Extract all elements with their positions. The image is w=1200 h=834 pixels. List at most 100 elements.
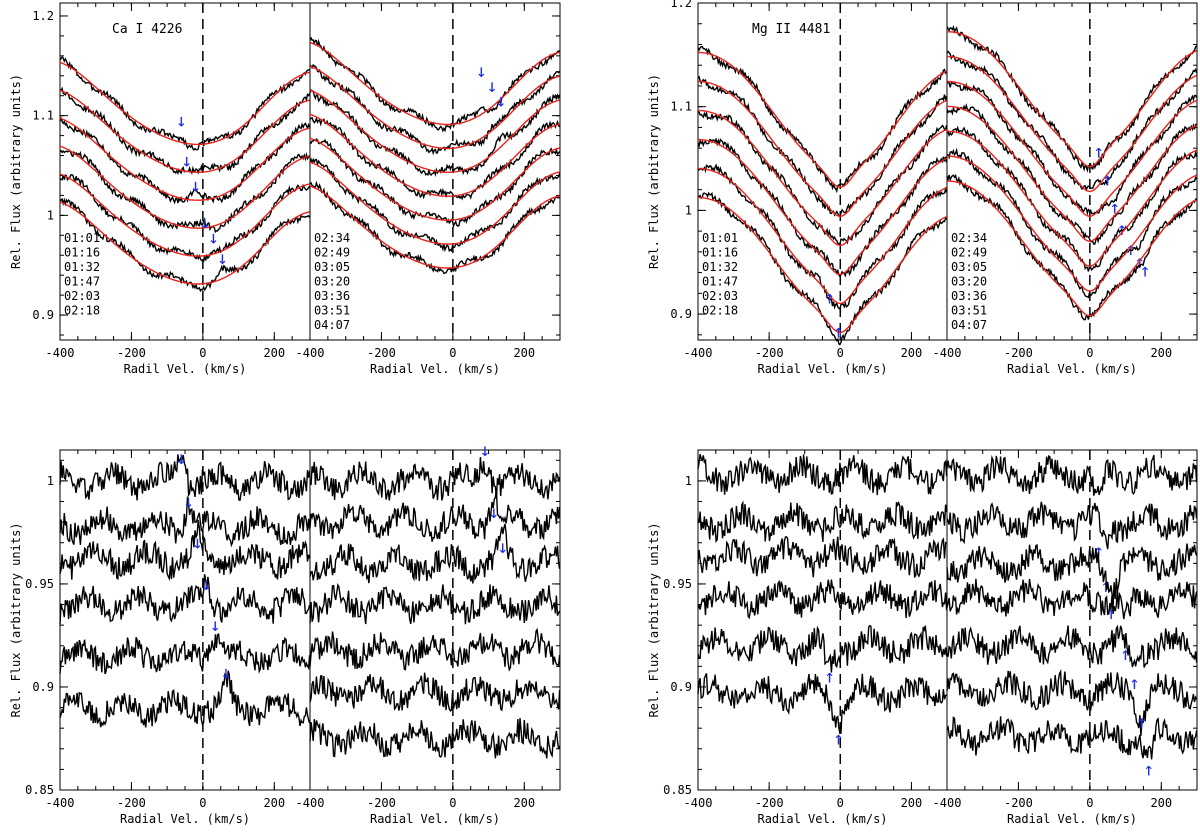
line-marker-arrow: ↓	[496, 91, 507, 112]
line-marker-arrow: ↑	[833, 728, 844, 749]
x-tick-label: 200	[901, 796, 923, 810]
line-marker-arrow: ↑	[1136, 712, 1147, 733]
y-tick-label: 1.1	[32, 109, 54, 123]
line-marker-arrow: ↓	[476, 61, 487, 82]
line-marker-arrow: ↑	[1134, 252, 1145, 273]
model-spectrum-0101	[698, 51, 947, 188]
observed-spectrum-0249	[309, 63, 561, 156]
x-axis-label: Radial Vel. (km/s)	[120, 812, 250, 826]
panel-1: -400 -200 0 200 Radial Vel. (km/s) ↓ ↓ ↓ ↓ ↓ ↓	[46, 448, 311, 826]
observed-spectrum-0249	[946, 501, 1198, 550]
chart-title: Mg II 4481	[752, 22, 830, 37]
y-tick-label: 0.85	[663, 783, 692, 797]
line-marker-arrow: ↓	[217, 248, 228, 269]
y-tick-label: 0.85	[25, 783, 54, 797]
x-tick-label: 0	[1086, 346, 1093, 360]
observed-spectrum-0407	[946, 716, 1198, 760]
x-tick-label: -400	[684, 346, 713, 360]
observed-spectrum-0203	[59, 633, 311, 675]
x-tick-label: -200	[1004, 346, 1033, 360]
line-marker-arrow: ↓	[201, 574, 212, 595]
x-tick-label: 200	[901, 346, 923, 360]
observed-spectrum-0320	[309, 582, 561, 625]
time-label: 01:32	[64, 260, 100, 274]
time-label: 01:47	[64, 275, 100, 289]
observed-spectrum-0351	[946, 668, 1198, 736]
x-axis-label: Radial Vel. (km/s)	[370, 362, 500, 376]
line-marker-arrow: ↑	[824, 667, 835, 688]
line-marker-arrow: ↑	[1109, 197, 1120, 218]
observed-spectrum-0336	[946, 125, 1198, 272]
line-marker-arrow: ↑	[1102, 169, 1113, 190]
model-spectrum-0101	[59, 61, 310, 146]
x-tick-label: -200	[755, 346, 784, 360]
line-marker-arrow: ↓	[176, 111, 187, 132]
x-tick-label: -400	[46, 796, 75, 810]
observed-spectrum-0320	[946, 103, 1197, 245]
x-tick-label: 0	[837, 796, 844, 810]
time-label: 02:03	[64, 289, 100, 303]
x-axis-label: Radial Vel. (km/s)	[757, 812, 887, 826]
y-tick-label: 1.2	[670, 0, 692, 10]
observed-spectrum-0147	[59, 574, 311, 625]
observed-spectrum-0351	[946, 147, 1198, 299]
y-axis-label: Rel. Flux (arbitrary units)	[9, 74, 23, 269]
x-tick-label: -200	[367, 346, 396, 360]
time-label: 01:32	[702, 260, 738, 274]
time-label: 01:16	[702, 246, 738, 260]
x-axis-label: Radial Vel. (km/s)	[757, 362, 887, 376]
y-tick-label: 1	[47, 208, 54, 222]
line-marker-arrow: ↑	[1106, 603, 1117, 624]
line-marker-arrow: ↑	[1126, 239, 1137, 260]
model-spectrum-0218	[698, 196, 947, 334]
observed-spectrum-0305	[946, 543, 1198, 607]
line-marker-arrow: ↓	[497, 537, 508, 558]
line-marker-arrow: ↓	[210, 615, 221, 636]
y-tick-label: 0.95	[25, 577, 54, 591]
observed-spectrum-0234	[309, 36, 560, 133]
observed-spectrum-0336	[946, 624, 1198, 668]
chart-title: Ca I 4226	[112, 22, 182, 37]
line-marker-arrow: ↑	[1093, 141, 1104, 162]
time-label: 04:07	[314, 318, 350, 332]
observed-spectrum-0234	[946, 454, 1198, 496]
line-marker-arrow: ↓	[221, 663, 232, 684]
observed-spectrum-0407	[309, 718, 561, 759]
model-spectrum-0351	[309, 161, 560, 245]
observed-spectrum-0132	[697, 536, 947, 579]
model-spectrum-0407	[947, 180, 1197, 317]
observed-spectrum-0147	[697, 579, 948, 620]
x-axis-label: Radil Vel. (km/s)	[124, 362, 247, 376]
y-tick-label: 1	[685, 203, 692, 217]
model-spectrum-0203	[59, 173, 310, 257]
x-tick-label: 200	[1150, 796, 1172, 810]
line-marker-arrow: ↓	[489, 502, 500, 523]
observed-spectrum-0116	[59, 496, 311, 548]
x-axis-label: Radial Vel. (km/s)	[1007, 362, 1137, 376]
observed-spectrum-0320	[946, 578, 1198, 620]
time-label: 03:51	[314, 304, 350, 318]
observed-spectrum-0101	[697, 454, 948, 496]
line-marker-arrow: ↑	[1140, 261, 1151, 282]
x-tick-label: 200	[513, 346, 535, 360]
chart-mg-top: 0.9 1 1.1 1.2 Rel. Flux (arbitrary units) Mg …	[647, 0, 1198, 376]
observed-spectrum-0132	[59, 520, 311, 582]
x-tick-label: 0	[449, 346, 456, 360]
x-tick-label: -200	[1004, 796, 1033, 810]
time-label: 02:49	[314, 246, 350, 260]
x-tick-label: 200	[263, 796, 285, 810]
x-tick-label: 0	[199, 796, 206, 810]
line-marker-arrow: ↑	[833, 322, 844, 343]
time-label: 02:03	[702, 289, 738, 303]
observed-spectrum-0305	[309, 523, 561, 584]
x-tick-label: 0	[199, 346, 206, 360]
x-tick-label: -200	[367, 796, 396, 810]
x-tick-label: -400	[46, 346, 75, 360]
observed-spectrum-0305	[309, 89, 561, 178]
x-axis-label: Radial Vel. (km/s)	[1007, 812, 1137, 826]
model-spectrum-0336	[947, 130, 1197, 267]
